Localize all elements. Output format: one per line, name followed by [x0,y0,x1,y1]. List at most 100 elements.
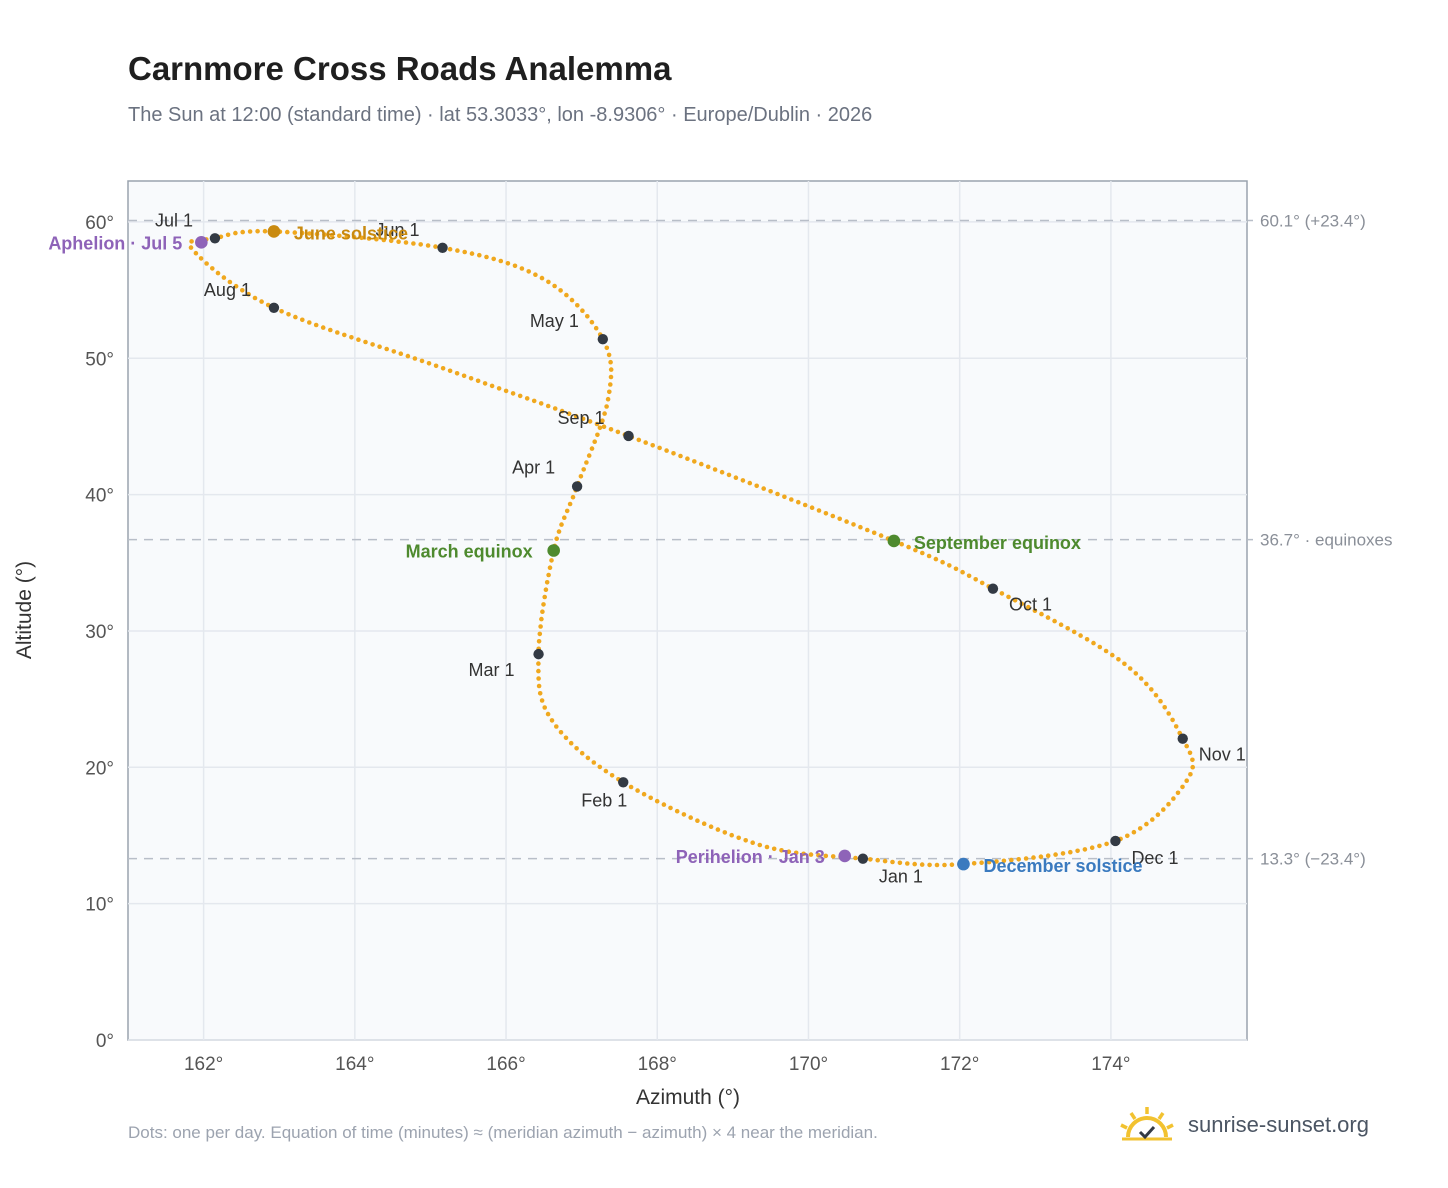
daily-point [754,483,759,489]
month-marker [857,853,869,864]
daily-point [1149,687,1154,692]
daily-point [419,358,425,364]
daily-point [768,489,773,494]
daily-point [602,411,607,416]
grid-lines [128,181,1247,1041]
daily-point [300,317,305,323]
month-marker [623,430,634,442]
daily-point [538,624,543,629]
daily-point [538,401,544,406]
daily-point [979,860,984,865]
daily-point [580,308,585,314]
daily-point [949,862,955,867]
daily-point [554,536,559,541]
daily-point [569,297,575,303]
daily-point [830,513,836,519]
chart-title: Carnmore Cross Roads Analemma [128,50,672,87]
daily-point [1084,637,1090,642]
daily-point [412,356,418,361]
daily-point [255,228,260,234]
month-marker-label: Apr 1 [512,457,555,477]
daily-point [454,371,460,376]
daily-point [286,312,291,317]
daily-point [615,429,621,435]
daily-point [189,239,194,244]
daily-point [363,339,368,345]
event-label: Aphelion · Jul 5 [48,233,182,253]
daily-point [1065,626,1070,631]
daily-point [1009,857,1014,863]
daily-point [722,830,728,835]
reference-line-label: 13.3° (−23.4°) [1260,850,1366,869]
daily-point [468,376,474,381]
daily-point [830,854,836,859]
daily-point [609,773,615,778]
daily-point [549,558,554,563]
brand-logo[interactable]: sunrise-sunset.org [1118,1100,1369,1150]
daily-point [512,263,518,269]
daily-point [1150,817,1155,822]
reference-line-label: 60.1° (+23.4°) [1260,212,1366,231]
daily-point [740,478,746,483]
daily-point [905,861,910,866]
daily-point [440,366,446,371]
month-marker [618,777,629,788]
daily-point [489,383,495,389]
daily-point [558,730,564,735]
daily-point [779,848,784,853]
daily-point [595,432,600,438]
daily-point [597,425,603,431]
daily-point [789,497,794,502]
daily-point [1162,705,1167,710]
daily-point [1166,711,1171,716]
daily-point [536,676,541,681]
daily-point [1068,849,1073,855]
daily-point [1116,657,1121,662]
daily-point [370,342,375,347]
reference-lines: 60.1° (+23.4°) 36.7° · equinoxes 13.3° (−2… [128,212,1393,869]
daily-point [552,406,558,411]
daily-point [188,245,194,250]
daily-point [447,368,453,374]
daily-point [233,230,238,236]
daily-point [411,241,416,246]
month-marker-label: Mar 1 [469,660,515,680]
month-marker [571,481,583,492]
daily-point [882,858,888,864]
daily-point [1091,640,1096,646]
daily-point [692,459,697,464]
daily-point [1053,852,1058,857]
daily-point [210,266,215,271]
daily-point [1187,750,1193,756]
daily-point [1045,853,1051,858]
daily-point [736,835,741,841]
daily-point [293,314,298,320]
daily-point [628,784,634,790]
x-tick-label: 162° [184,1054,223,1075]
daily-point [601,424,607,430]
daily-point [678,453,683,459]
x-axis-title: Azimuth (°) [636,1086,740,1109]
daily-point [505,261,511,266]
daily-point [396,239,401,244]
month-marker [533,648,544,660]
month-marker [597,333,609,345]
daily-point [469,251,475,256]
daily-point [858,524,863,530]
plot-area [127,180,1248,1041]
month-marker-label: Jan 1 [879,867,923,887]
daily-point [233,283,239,289]
daily-point [906,544,911,550]
daily-point [540,609,545,614]
daily-point [607,389,612,395]
daily-point [1060,851,1066,856]
daily-point [608,427,614,432]
daily-point [947,563,952,568]
daily-point [307,320,312,325]
daily-point [1075,848,1080,854]
daily-point [1144,681,1149,687]
daily-point [533,272,538,278]
daily-point [699,461,704,467]
event-label: September equinox [914,533,1081,553]
daily-point [750,840,755,845]
